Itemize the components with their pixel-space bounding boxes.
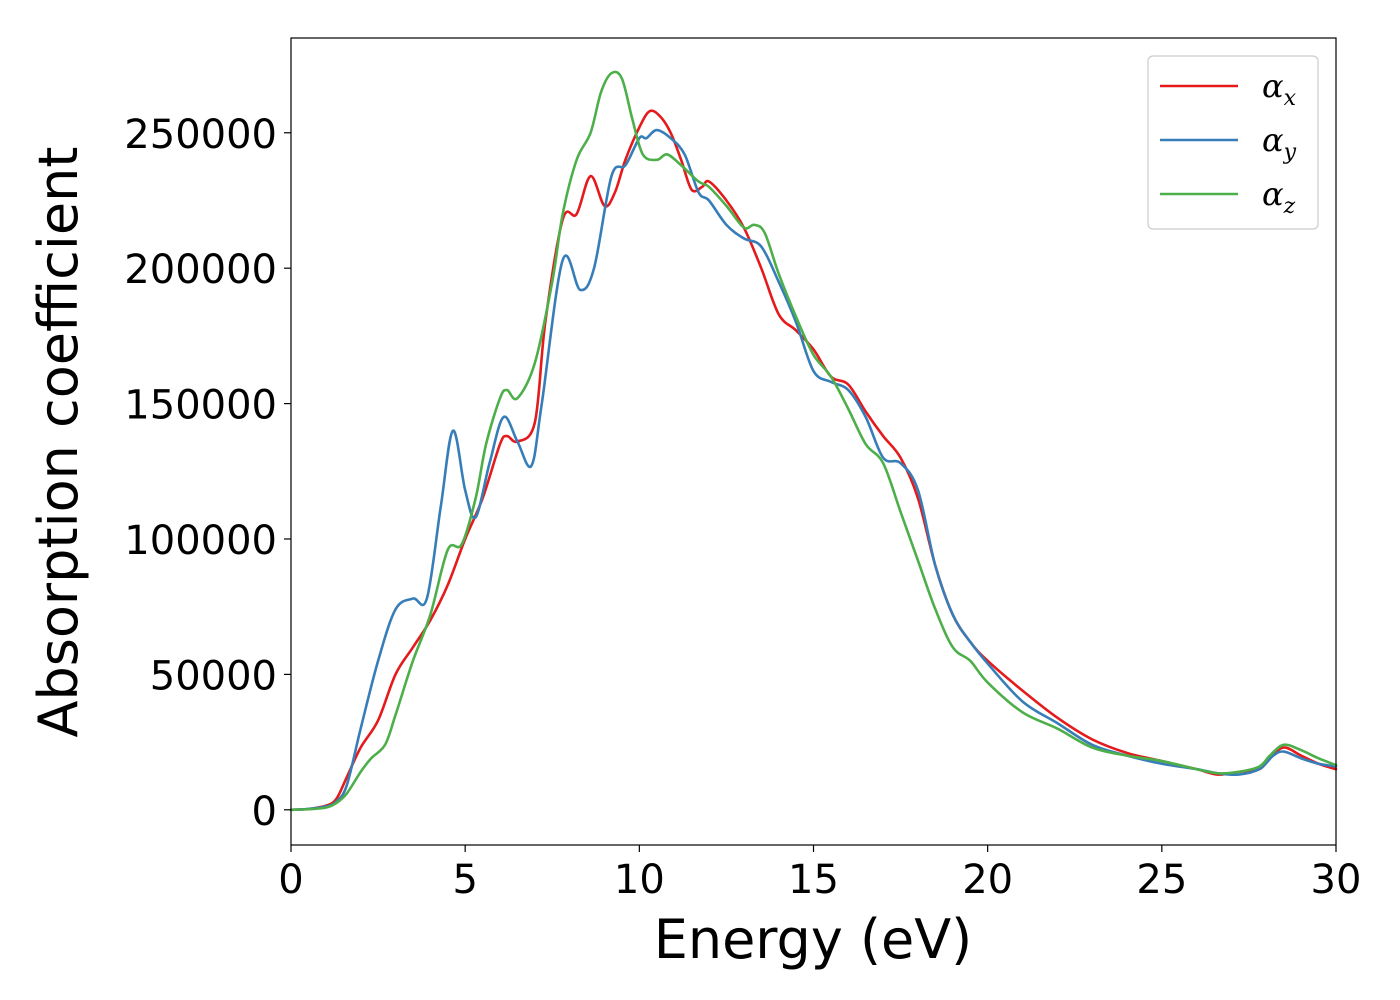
series-line-z: [289, 70, 1338, 812]
legend-symbol: α: [1262, 121, 1284, 159]
x-axis: 0 5 10 15 20 25 30: [278, 845, 1361, 903]
legend-subscript: z: [1283, 194, 1296, 219]
y-tick-label: 100000: [124, 518, 277, 564]
x-axis-title: Energy (eV): [654, 908, 973, 971]
series-line-x: [289, 109, 1338, 812]
legend-symbol: α: [1262, 175, 1284, 213]
x-tick-label: 30: [1311, 857, 1362, 903]
x-tick-label: 10: [614, 857, 665, 903]
y-tick-label: 0: [252, 789, 277, 835]
legend-label-y: αy: [1262, 121, 1297, 165]
legend-symbol: α: [1262, 67, 1284, 105]
legend-box: [1147, 55, 1319, 230]
series-layer: [289, 70, 1338, 812]
y-axis: 0 50000 100000 150000 200000 250000: [124, 112, 291, 835]
y-tick-label: 150000: [124, 383, 277, 429]
y-tick-label: 200000: [124, 247, 277, 293]
x-tick-label: 15: [788, 857, 839, 903]
y-tick-label: 50000: [150, 653, 277, 699]
legend-subscript: y: [1283, 140, 1297, 165]
x-tick-label: 20: [962, 857, 1013, 903]
x-tick-label: 25: [1136, 857, 1187, 903]
y-tick-label: 250000: [124, 112, 277, 158]
legend-label-x: αx: [1262, 67, 1297, 111]
x-tick-label: 0: [278, 857, 303, 903]
legend-subscript: x: [1284, 86, 1297, 111]
legend-label-z: αz: [1262, 175, 1296, 219]
x-tick-label: 5: [452, 857, 477, 903]
y-axis-title: Absorption coefficient: [27, 147, 90, 738]
